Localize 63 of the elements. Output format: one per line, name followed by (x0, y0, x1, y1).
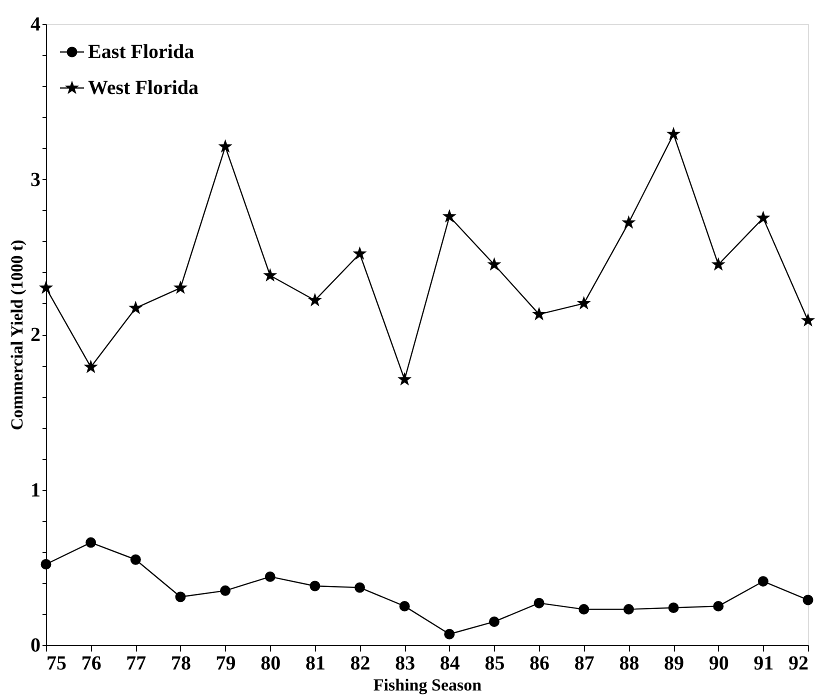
point (668, 602, 679, 613)
point (40, 559, 52, 570)
x-tick-label: 75 (46, 652, 66, 674)
x-tick-label: 87 (574, 652, 594, 674)
point (534, 598, 544, 608)
x-tick-label: 79 (216, 652, 236, 674)
point (488, 616, 500, 627)
x-tick-label: 83 (395, 652, 416, 674)
point (218, 139, 232, 153)
point (532, 306, 546, 320)
y-tick-label: 1 (30, 479, 40, 502)
x-tick-label: 81 (305, 652, 326, 674)
point (758, 576, 768, 587)
y-tick-label: 3 (30, 168, 40, 191)
point (666, 126, 681, 140)
x-tick-label: 82 (350, 652, 370, 674)
x-tick-label: 80 (260, 652, 281, 674)
x-tick-label: 76 (81, 652, 102, 674)
y-axis-title: Commercial Yield (1000 t) (8, 240, 26, 430)
point (310, 580, 320, 592)
point (308, 292, 322, 306)
point (444, 628, 455, 640)
y-tick-label: 4 (30, 14, 40, 36)
x-axis-title: Fishing Season (373, 676, 482, 694)
point (399, 600, 410, 612)
point (354, 582, 366, 593)
point (128, 300, 143, 314)
point (130, 554, 141, 565)
x-tick-label: 90 (708, 652, 729, 674)
point (622, 215, 636, 229)
point (398, 372, 412, 386)
point (84, 360, 98, 374)
point (756, 210, 770, 224)
x-tick-label: 92 (788, 652, 808, 674)
point (352, 246, 367, 260)
legend-label: East Florida (88, 41, 194, 63)
point (220, 585, 231, 596)
point (623, 604, 634, 615)
y-tick-label: 0 (30, 634, 40, 656)
point (802, 594, 814, 606)
point (264, 571, 276, 582)
point (578, 604, 590, 615)
x-tick-label: 77 (126, 652, 146, 674)
point (38, 280, 54, 294)
x-tick-label: 91 (754, 652, 774, 674)
point (263, 268, 278, 282)
y-tick-label: 2 (30, 324, 40, 346)
point (173, 280, 188, 294)
point (175, 592, 186, 602)
point (86, 537, 96, 548)
point (442, 209, 456, 223)
x-tick-label: 78 (170, 652, 191, 674)
x-tick-label: 84 (440, 652, 460, 674)
point (713, 600, 724, 612)
legend-label: West Florida (88, 77, 199, 99)
x-tick-label: 88 (619, 652, 640, 674)
x-tick-label: 85 (484, 652, 505, 674)
point (487, 257, 502, 271)
x-tick-label: 86 (530, 652, 550, 674)
point (711, 257, 726, 271)
x-tick-label: 89 (664, 652, 684, 674)
point (800, 313, 816, 327)
point (576, 296, 591, 310)
